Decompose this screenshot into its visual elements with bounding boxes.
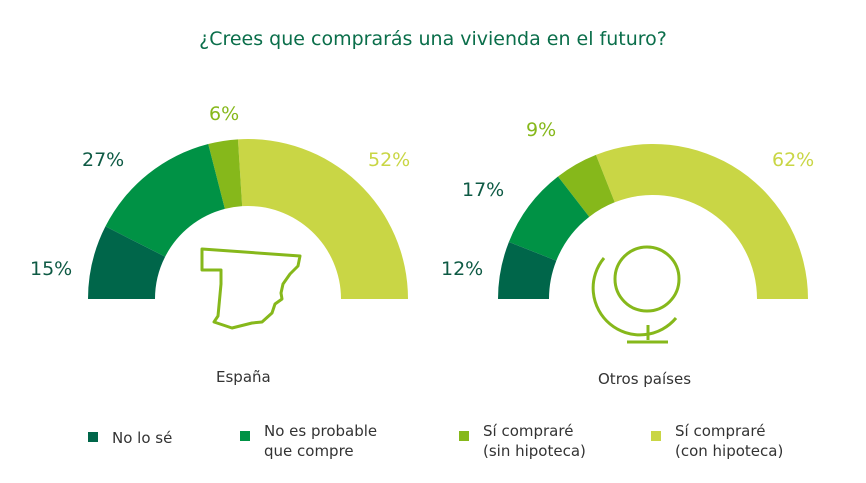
legend-swatch xyxy=(88,432,98,442)
segment-1-1 xyxy=(508,176,590,261)
data-label-1-1: 17% xyxy=(462,179,504,201)
globe-icon xyxy=(591,245,681,344)
data-label-1-0: 12% xyxy=(441,258,483,280)
spain-map-icon xyxy=(200,247,302,330)
segment-1-2 xyxy=(557,154,615,217)
data-label-0-1: 27% xyxy=(82,149,124,171)
data-label-0-2: 6% xyxy=(209,103,239,125)
segment-0-1 xyxy=(105,144,225,257)
segment-0-3 xyxy=(237,138,408,299)
data-label-1-3: 62% xyxy=(772,149,814,171)
legend-item: Sí compraré (con hipoteca) xyxy=(651,421,783,461)
other-countries-caption: Otros países xyxy=(598,370,692,388)
data-label-1-2: 9% xyxy=(526,119,556,141)
legend-item: Sí compraré (sin hipoteca) xyxy=(459,421,586,461)
segment-0-2 xyxy=(208,139,243,209)
legend-label: Sí compraré (sin hipoteca) xyxy=(483,422,586,460)
segment-1-3 xyxy=(595,143,808,299)
legend-label: No lo sé xyxy=(112,429,173,447)
spain-caption: España xyxy=(216,368,271,386)
chart-title: ¿Crees que comprarás una vivienda en el … xyxy=(199,28,667,50)
legend-item: No es probable que compre xyxy=(240,421,377,461)
data-label-0-3: 52% xyxy=(368,149,410,171)
legend-item: No lo sé xyxy=(88,422,172,448)
legend-swatch xyxy=(651,431,661,441)
legend-label: Sí compraré (con hipoteca) xyxy=(675,422,784,460)
segment-1-0 xyxy=(498,241,557,299)
legend-swatch xyxy=(240,431,250,441)
segment-0-0 xyxy=(88,226,166,299)
data-label-0-0: 15% xyxy=(30,258,72,280)
legend-label: No es probable que compre xyxy=(264,422,378,460)
legend-swatch xyxy=(459,431,469,441)
